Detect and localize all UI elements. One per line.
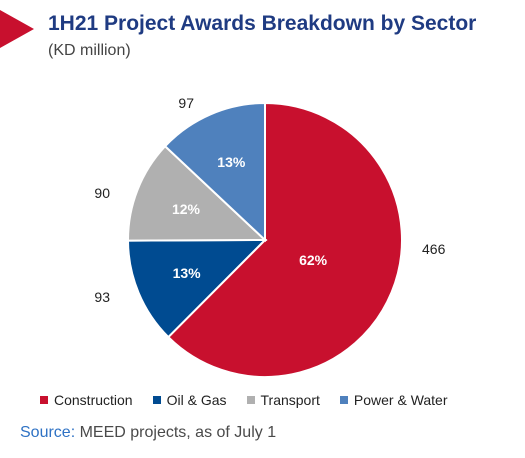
legend-swatch	[246, 396, 255, 404]
value-label-transport: 90	[94, 185, 110, 201]
value-label-construction: 466	[422, 241, 446, 257]
title-marker	[0, 10, 34, 48]
pie-slice-construction	[166, 101, 403, 378]
percent-label-construction: 62%	[299, 252, 328, 268]
source-note: Source: MEED projects, as of July 1	[20, 424, 276, 442]
legend-label: Transport	[260, 392, 320, 408]
pie-slice-oil-gas	[126, 238, 268, 339]
chart-subtitle: (KD million)	[48, 42, 131, 59]
legend-label: Construction	[54, 392, 133, 408]
legend-label: Power & Water	[353, 392, 448, 408]
source-text: MEED projects, as of July 1	[75, 424, 277, 441]
legend-swatch	[40, 396, 48, 404]
value-label-oil-gas: 93	[94, 289, 110, 305]
chart-title: 1H21 Project Awards Breakdown by Sector	[48, 12, 477, 35]
legend-item-power-water: Power & Water	[339, 392, 448, 408]
percent-label-power-water: 13%	[217, 154, 246, 170]
percent-label-transport: 12%	[172, 201, 201, 217]
legend-label: Oil & Gas	[166, 392, 227, 408]
legend-swatch	[339, 396, 348, 404]
value-label-power-water: 97	[178, 95, 194, 111]
legend-swatch	[152, 396, 161, 404]
pie-slice-power-water	[163, 101, 266, 243]
pie-chart: 62% 466 13% 93 12% 90 13% 97	[94, 95, 446, 378]
source-label: Source:	[20, 424, 76, 441]
percent-label-oil-gas: 13%	[173, 265, 202, 281]
legend-item-construction: Construction	[40, 392, 133, 408]
legend: Construction Oil & Gas Transport Power &…	[40, 392, 448, 408]
legend-item-transport: Transport	[246, 392, 320, 408]
pie-slice-transport	[126, 144, 268, 242]
legend-item-oil-gas: Oil & Gas	[152, 392, 227, 408]
